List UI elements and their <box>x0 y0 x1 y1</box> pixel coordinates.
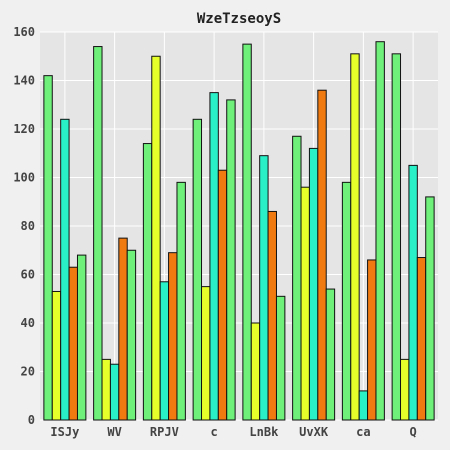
bar <box>209 92 219 421</box>
bar <box>43 75 53 421</box>
bar <box>425 196 435 421</box>
bar <box>391 53 402 421</box>
bar <box>217 169 228 421</box>
bar <box>259 155 269 421</box>
bar <box>308 147 319 421</box>
bar <box>60 118 70 421</box>
y-tick-label: 20 <box>21 365 35 379</box>
x-tick-label: RPJV <box>150 425 179 439</box>
bar <box>76 254 87 421</box>
y-tick-label: 100 <box>13 171 35 185</box>
bar <box>151 55 161 421</box>
bar <box>192 118 203 421</box>
x-tick-label: UvXK <box>299 425 329 439</box>
bar <box>367 259 377 421</box>
bar <box>118 237 128 421</box>
bar <box>93 46 103 421</box>
bar <box>317 89 327 421</box>
bar <box>341 181 352 421</box>
bar <box>275 295 286 421</box>
bar <box>176 181 186 421</box>
x-tick-label: Q <box>410 425 417 439</box>
bar <box>400 358 410 421</box>
bar <box>226 99 236 421</box>
y-tick-label: 80 <box>21 219 35 233</box>
y-tick-label: 140 <box>13 74 35 88</box>
bar <box>325 288 336 421</box>
bar <box>101 358 111 421</box>
x-tick-label: ISJy <box>50 425 79 439</box>
bars <box>43 41 435 421</box>
bar <box>292 135 302 421</box>
y-axis-ticks: 0 20 40 60 80 100 120 140 160 <box>13 25 35 427</box>
bar <box>408 164 418 421</box>
y-tick-label: 160 <box>13 25 35 39</box>
bar <box>109 363 120 421</box>
bar <box>300 186 310 421</box>
x-tick-label: ca <box>356 425 370 439</box>
bar <box>168 252 178 421</box>
bar <box>358 390 369 421</box>
y-tick-label: 40 <box>21 316 35 330</box>
y-tick-label: 60 <box>21 268 35 282</box>
bar <box>416 257 427 421</box>
x-axis-ticks: ISJy WV RPJV c LnBk UvXK ca Q <box>50 425 416 439</box>
chart-title: WzeTzseoyS <box>197 11 281 27</box>
bar <box>159 281 170 421</box>
x-tick-label: c <box>211 425 218 439</box>
x-tick-label: WV <box>107 425 121 439</box>
y-tick-label: 0 <box>28 413 35 427</box>
bar <box>142 143 153 421</box>
y-tick-label: 120 <box>13 122 35 136</box>
bar <box>250 322 261 421</box>
bar <box>267 210 277 421</box>
bar <box>350 53 360 421</box>
bar <box>375 41 385 421</box>
bar <box>51 290 62 421</box>
bar <box>201 286 211 421</box>
x-tick-label: LnBk <box>249 425 279 439</box>
bar <box>242 43 252 421</box>
bar <box>68 266 78 421</box>
bar <box>126 249 137 421</box>
